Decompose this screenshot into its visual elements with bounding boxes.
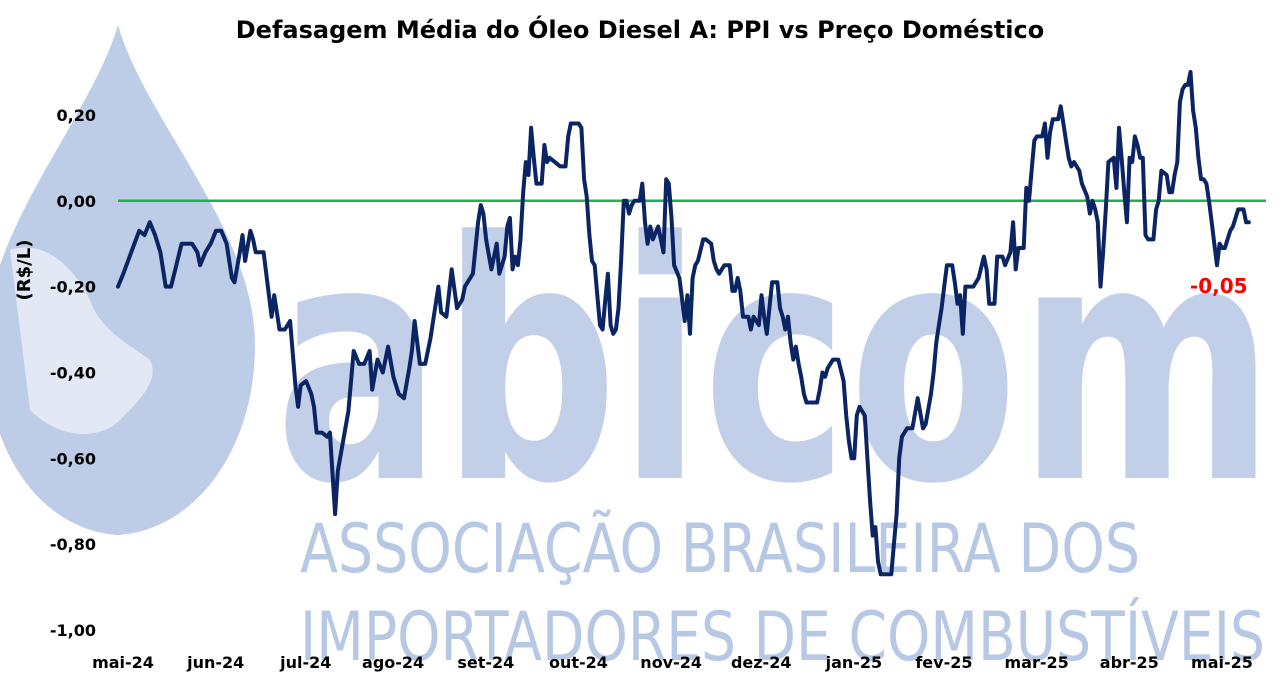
x-tick-label: jul-24 — [279, 653, 331, 672]
y-tick-label: -0,40 — [50, 363, 96, 382]
y-axis-label: (R$/L) — [14, 240, 35, 301]
x-tick-label: ago-24 — [362, 653, 424, 672]
x-tick-label: jan-25 — [825, 653, 883, 672]
watermark-line1: ASSOCIAÇÃO BRASILEIRA DOS — [300, 509, 1140, 589]
last-value-label: -0,05 — [1190, 274, 1248, 298]
x-tick-label: out-24 — [549, 653, 608, 672]
watermark-line2: IMPORTADORES DE COMBUSTÍVEIS — [300, 597, 1265, 677]
chart-title: Defasagem Média do Óleo Diesel A: PPI vs… — [236, 14, 1045, 44]
series-line — [116, 70, 1251, 577]
x-tick-label: fev-25 — [915, 653, 972, 672]
x-tick-label: nov-24 — [640, 653, 702, 672]
y-tick-label: 0,00 — [57, 192, 96, 211]
x-axis-ticks: mai-24 jun-24 jul-24 ago-24 set-24 out-24 nov-… — [92, 653, 1253, 672]
x-tick-label: abr-25 — [1100, 653, 1159, 672]
x-tick-label: dez-24 — [731, 653, 792, 672]
y-tick-label: -1,00 — [50, 621, 96, 640]
y-tick-label: -0,80 — [50, 535, 96, 554]
x-tick-label: mai-25 — [1191, 653, 1253, 672]
watermark-brand: abicom — [275, 172, 1275, 556]
x-tick-label: mar-25 — [1004, 653, 1068, 672]
y-tick-label: -0,60 — [50, 449, 96, 468]
y-tick-label: -0,20 — [50, 278, 96, 297]
x-tick-label: mai-24 — [92, 653, 154, 672]
x-tick-label: set-24 — [457, 653, 514, 672]
x-tick-label: jun-24 — [186, 653, 244, 672]
watermark: abicom ASSOCIAÇÃO BRASILEIRA DOS IMPORTA… — [0, 25, 1275, 677]
y-axis-ticks: 0,20 0,00 -0,20 -0,40 -0,60 -0,80 -1,00 — [50, 106, 96, 640]
y-tick-label: 0,20 — [57, 106, 96, 125]
